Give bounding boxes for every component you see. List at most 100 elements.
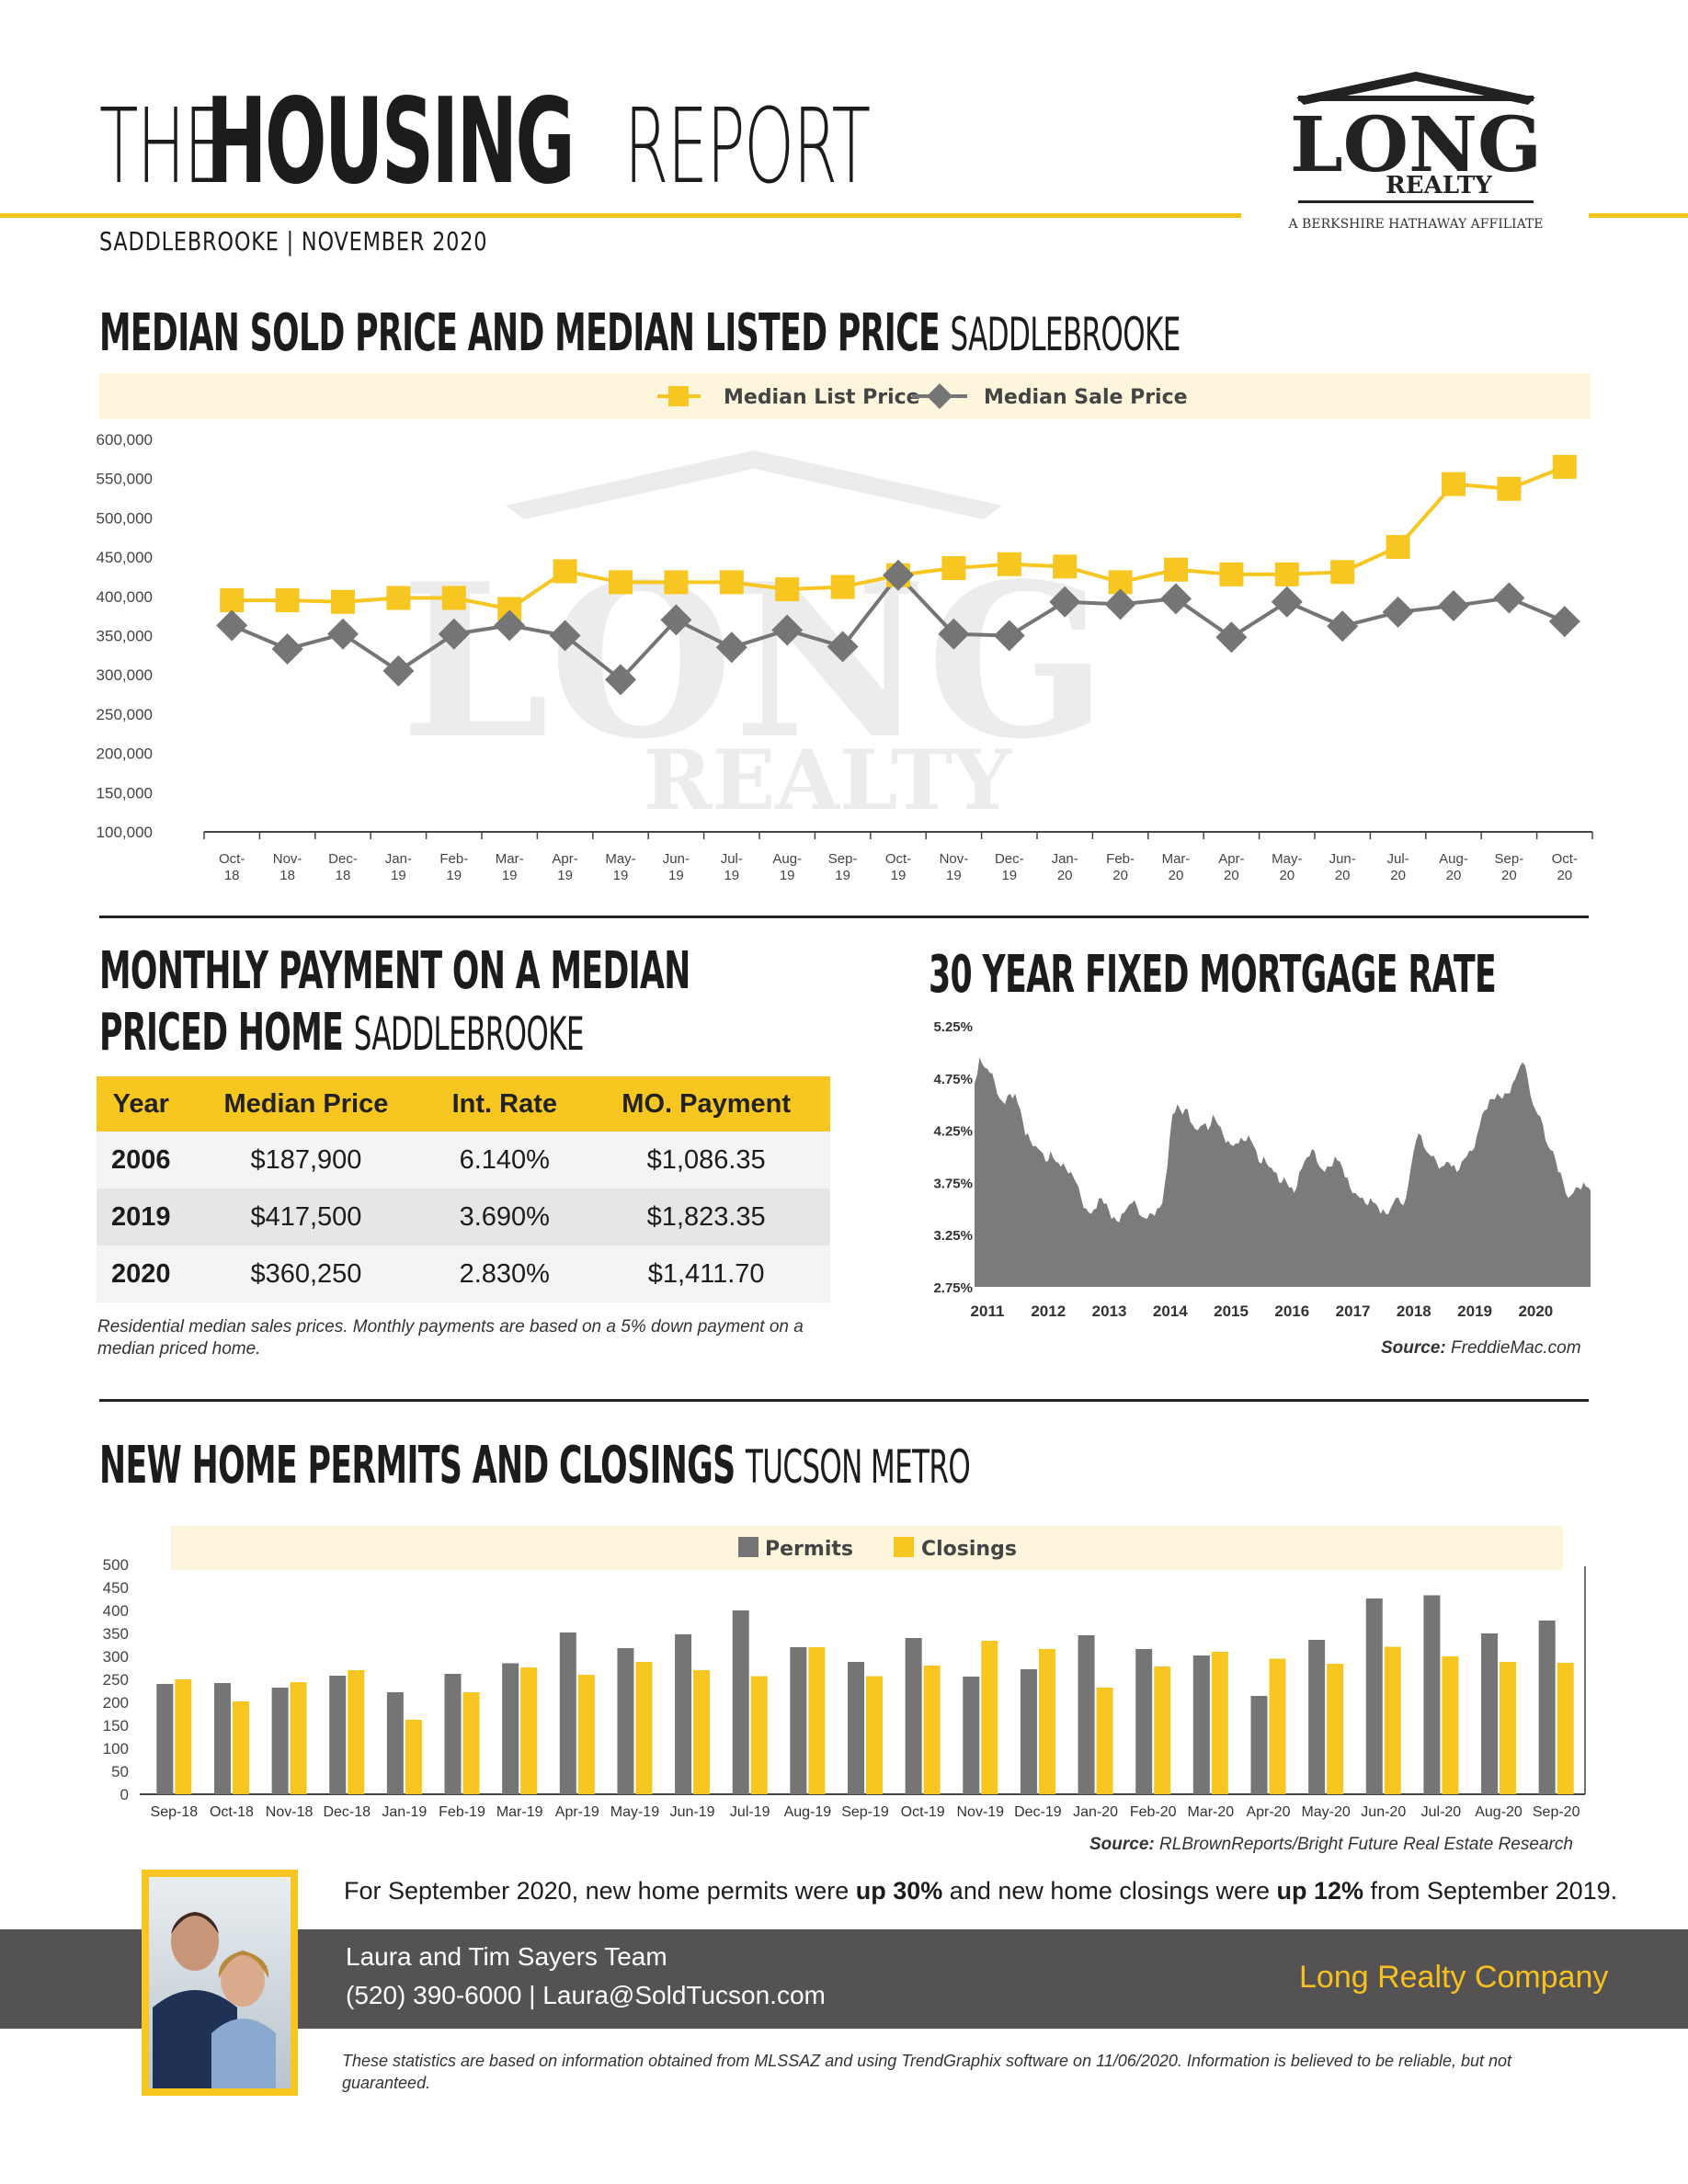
- closings-bar: [808, 1647, 826, 1794]
- permits-bar: [905, 1638, 922, 1794]
- x-tick-label: Apr-20: [1246, 1804, 1290, 1820]
- x-tick-label: Mar-20: [1187, 1804, 1234, 1820]
- closings-bar: [981, 1641, 998, 1794]
- closings-bar: [1442, 1656, 1459, 1794]
- x-tick-label: Mar-19: [496, 1804, 543, 1820]
- report-title: THEHOUSING REPORT: [99, 74, 1020, 210]
- list-price-point: [1552, 454, 1577, 479]
- watermark-logo: LONG REALTY: [401, 450, 1107, 829]
- y-tick-label: 350: [103, 1625, 129, 1643]
- x-tick-label: Apr-19: [555, 1804, 599, 1820]
- list-price-point: [386, 586, 411, 610]
- cell-payment: $1,823.35: [582, 1189, 830, 1246]
- mortgage-source-text: FreddieMac.com: [1451, 1338, 1581, 1358]
- closings-bar: [1557, 1663, 1574, 1794]
- mortgage-chart: 5.25% 4.75% 4.25% 3.75% 3.25% 2.75% 2011 2012 20…: [919, 1011, 1648, 1324]
- permits-bar: [271, 1688, 289, 1794]
- statement-bold1: up 30%: [855, 1877, 943, 1905]
- y-tick-label: 5.25%: [933, 1019, 973, 1035]
- closings-bar: [405, 1720, 422, 1794]
- mortgage-rate-area: [975, 1057, 1648, 1287]
- x-tick-label: 19: [502, 868, 518, 883]
- y-tick-label: 450: [103, 1579, 129, 1597]
- list-price-point: [275, 588, 300, 613]
- list-price-point: [830, 574, 855, 599]
- mortgage-chart-svg: 5.25% 4.75% 4.25% 3.75% 3.25% 2.75% 2011 2012 20…: [933, 1019, 1648, 1320]
- x-tick-label: Jan-20: [1073, 1804, 1118, 1820]
- x-tick-label: Mar-: [1162, 851, 1191, 867]
- x-tick-label: Dec-: [328, 851, 358, 867]
- permits-title-bold: NEW HOME PERMITS AND CLOSINGS: [99, 1436, 736, 1496]
- statement-bold2: up 12%: [1276, 1877, 1364, 1905]
- statement-part2: and new home closings were: [942, 1877, 1277, 1905]
- x-tick-label: Aug-20: [1475, 1804, 1523, 1820]
- closings-bar: [1211, 1652, 1228, 1794]
- divider-2: [99, 1399, 1589, 1402]
- sale-price-point: [1493, 582, 1525, 614]
- payment-title-light: SADDLEBROOKE: [353, 1007, 585, 1061]
- col-mo-payment: MO. Payment: [582, 1076, 830, 1132]
- x-tick-label: Feb-: [1106, 851, 1135, 867]
- x-tick-label: 2013: [1092, 1302, 1127, 1320]
- x-tick-label: 20: [1279, 868, 1295, 883]
- y-tick-label: 250,000: [97, 706, 153, 723]
- x-tick-label: Jan-: [1052, 851, 1078, 867]
- x-tick-label: 19: [446, 868, 462, 883]
- payment-table: Year Median Price Int. Rate MO. Payment …: [97, 1076, 830, 1302]
- statement-part3: from September 2019.: [1363, 1877, 1618, 1905]
- team-contact: (520) 390-6000 | Laura@SoldTucson.com: [346, 1981, 826, 2009]
- y-tick-label: 300,000: [97, 666, 153, 684]
- closings-bar: [1269, 1658, 1286, 1794]
- sale-price-point: [1049, 586, 1081, 618]
- permits-bar: [675, 1634, 692, 1794]
- permits-bar: [1423, 1595, 1441, 1794]
- sale-price-point: [1382, 596, 1414, 628]
- permits-bar: [1135, 1649, 1153, 1794]
- y-tick-label: 150,000: [97, 784, 153, 802]
- list-price-point: [609, 570, 633, 595]
- legend-permits-marker: [738, 1537, 758, 1557]
- list-price-point: [1219, 562, 1244, 586]
- x-tick-label: Nov-: [273, 851, 302, 867]
- x-tick-label: 18: [279, 868, 295, 883]
- x-tick-label: Sep-: [828, 851, 858, 867]
- permits-bar: [329, 1676, 347, 1794]
- y-tick-label: 4.25%: [933, 1124, 973, 1140]
- x-tick-label: Sep-20: [1533, 1804, 1580, 1820]
- company-name: Long Realty Company: [1299, 1960, 1609, 1995]
- sale-price-point: [1160, 583, 1192, 615]
- closings-bar: [1384, 1646, 1401, 1794]
- payment-title-line2: PRICED HOME SADDLEBROOKE: [99, 1003, 690, 1063]
- closings-bar: [1038, 1649, 1055, 1794]
- closings-bar: [866, 1676, 883, 1794]
- team-name: Laura and Tim Sayers Team: [346, 1942, 667, 1971]
- x-tick-label: Jan-: [385, 851, 412, 867]
- statement-part1: For September 2020, new home permits wer…: [344, 1877, 856, 1905]
- y-tick-label: 200,000: [97, 745, 153, 763]
- sale-price-point: [382, 654, 415, 687]
- x-tick-label: 2020: [1518, 1302, 1553, 1320]
- x-tick-label: Sep-: [1495, 851, 1524, 867]
- x-tick-label: 18: [336, 868, 351, 883]
- closings-bar: [1327, 1664, 1344, 1794]
- permits-bar: [617, 1648, 634, 1794]
- x-tick-label: 20: [1501, 868, 1517, 883]
- y-tick-label: 250: [103, 1671, 129, 1689]
- list-price-point: [1330, 560, 1355, 585]
- x-tick-label: 2018: [1397, 1302, 1431, 1320]
- permits-bar: [502, 1663, 519, 1794]
- closings-bar: [923, 1666, 941, 1794]
- closings-bar: [750, 1676, 768, 1794]
- permits-bar: [963, 1677, 980, 1794]
- x-tick-label: 19: [1001, 868, 1017, 883]
- sale-price-point: [327, 618, 359, 650]
- permits-legend-bg: [171, 1526, 1563, 1570]
- x-tick-label: 20: [1169, 868, 1184, 883]
- sale-price-point: [993, 620, 1025, 652]
- x-tick-label: 20: [1057, 868, 1073, 883]
- x-tick-label: 19: [557, 868, 573, 883]
- y-tick-label: 4.75%: [933, 1072, 973, 1087]
- payment-note: Residential median sales prices. Monthly…: [97, 1317, 804, 1359]
- title-main: HOUSING: [206, 74, 576, 210]
- y-tick-label: 150: [103, 1717, 129, 1735]
